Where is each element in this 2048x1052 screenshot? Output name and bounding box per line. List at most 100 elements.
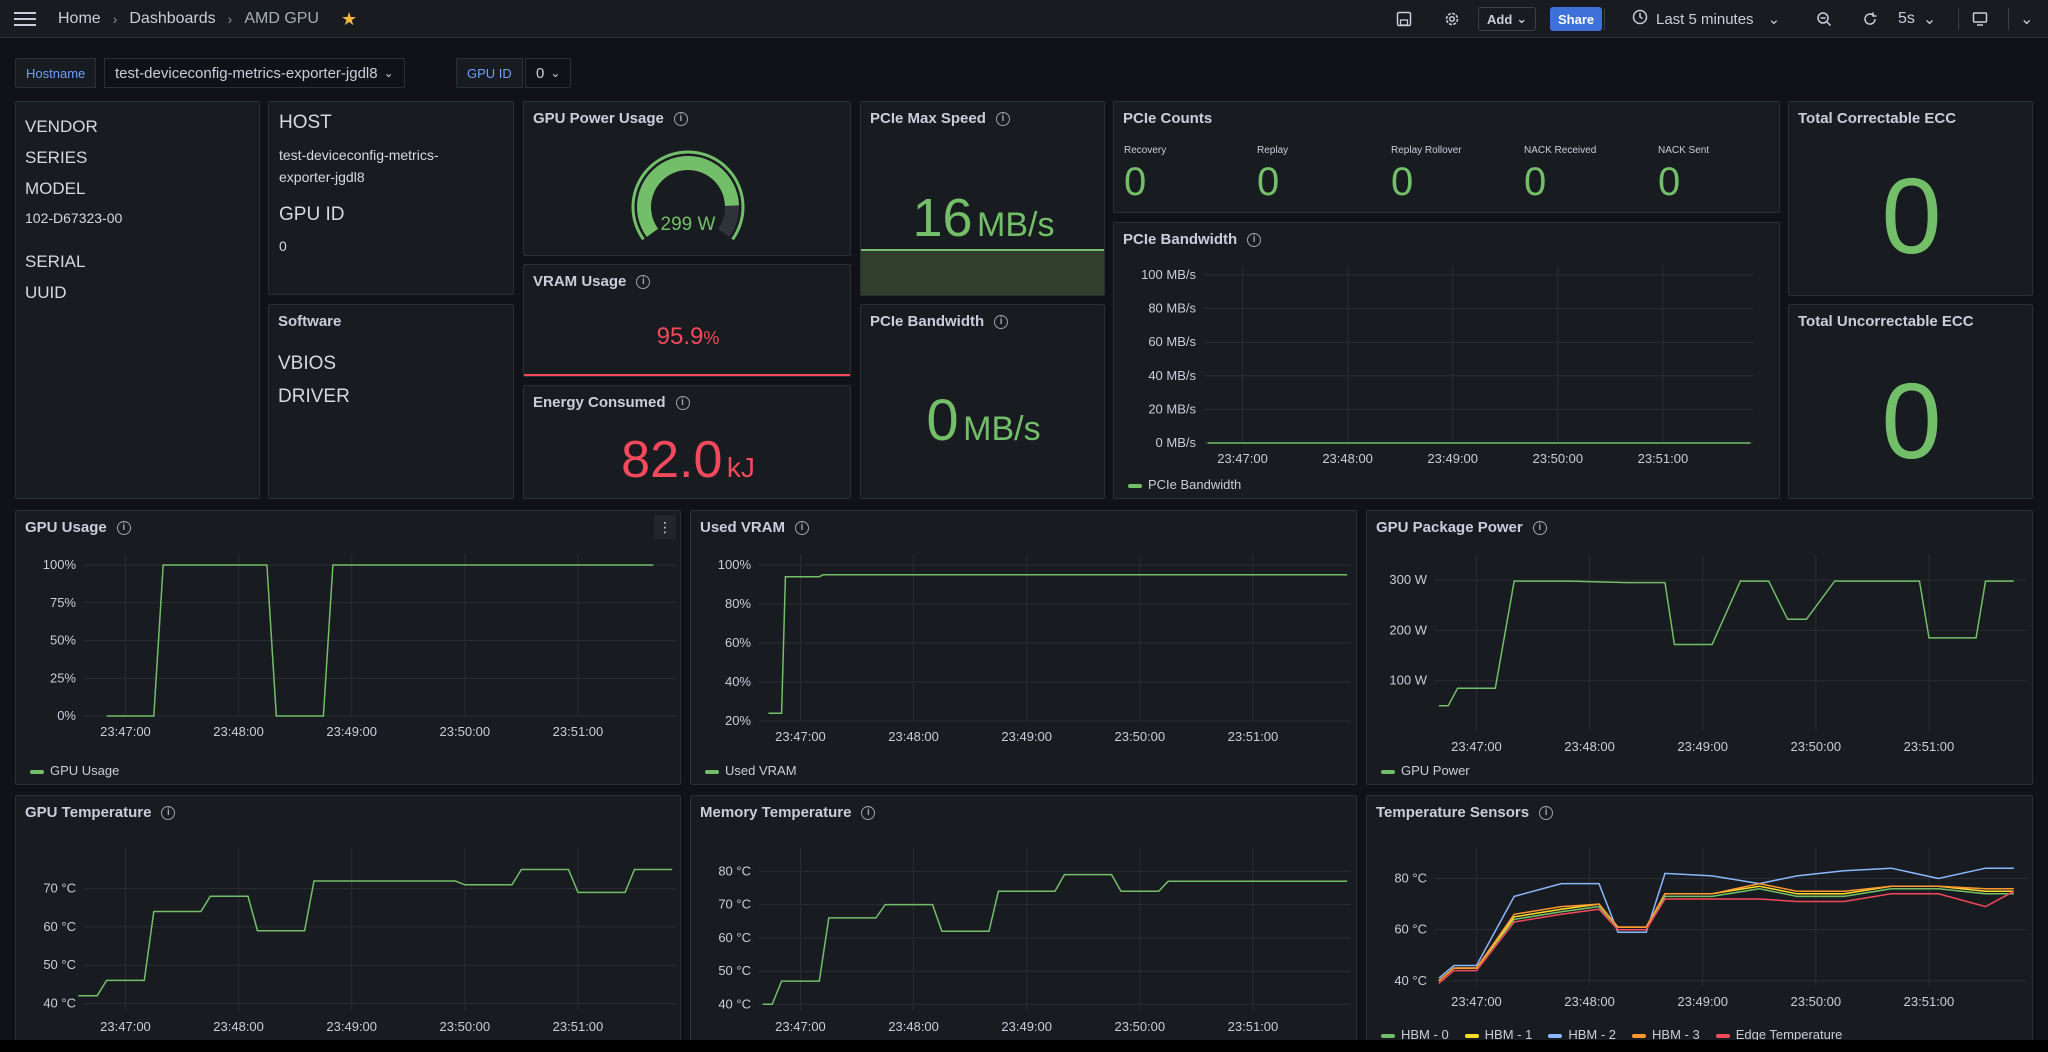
legend-item[interactable]: HBM - 1 — [1464, 1027, 1532, 1042]
legend-item[interactable]: HBM - 3 — [1632, 1027, 1700, 1042]
x-tick-label: 23:49:00 — [1677, 994, 1728, 1009]
x-tick-label: 23:48:00 — [213, 724, 264, 739]
pcie-bandwidth-chart-panel: PCIe Bandwidth i 100 MB/s 80 MB/s 60 MB/s 40… — [1113, 222, 1780, 499]
chevron-down-icon: ⌄ — [1516, 11, 1528, 26]
host-panel: HOST test-deviceconfig-metrics- exporter… — [268, 101, 514, 295]
panel-title: Used VRAM i — [700, 519, 810, 536]
panel-title: PCIe Max Speed i — [870, 110, 1010, 127]
info-icon[interactable]: i — [1539, 805, 1554, 820]
breadcrumb-dashboards[interactable]: Dashboards — [129, 10, 216, 27]
legend-item[interactable]: PCIe Bandwidth — [1128, 477, 1241, 492]
legend-swatch — [1381, 1033, 1395, 1038]
used-vram-panel: Used VRAM i 100% 80% 60% 40% 20% 23:47:00 23:48… — [690, 510, 1357, 785]
menu-icon[interactable] — [14, 0, 40, 38]
legend-item[interactable]: Edge Temperature — [1715, 1027, 1842, 1042]
info-icon[interactable]: i — [1532, 520, 1547, 535]
legend-swatch — [1464, 1033, 1479, 1038]
breadcrumb-home[interactable]: Home — [58, 10, 101, 27]
legend-swatch — [705, 769, 719, 774]
x-tick-label: 23:51:00 — [1228, 1019, 1279, 1034]
panel-title: GPU Power Usage i — [533, 110, 688, 127]
gpu-usage-panel: GPU Usage i ⋮ 100% 75% 50% 25% 0% 23:47:00 23:4… — [15, 510, 681, 785]
memory-temperature-panel: Memory Temperature i 80 °C 70 °C 60 °C 50 °C… — [690, 795, 1357, 1045]
info-icon[interactable]: i — [994, 314, 1009, 329]
hostname-select[interactable]: test-deviceconfig-metrics-exporter-jgdl8… — [104, 58, 405, 88]
legend-item[interactable]: GPU Usage — [30, 763, 119, 778]
info-icon[interactable]: i — [116, 520, 131, 535]
time-range-picker[interactable]: Last 5 minutes ⌄ — [1632, 0, 1780, 38]
info-icon[interactable]: i — [675, 395, 690, 410]
correctable-ecc-title: Total Correctable ECC — [1798, 110, 1957, 127]
clock-icon — [1632, 9, 1648, 29]
save-dashboard-button[interactable] — [1390, 0, 1418, 38]
gpu-usage-chart[interactable]: 100% 75% 50% 25% 0% 23:47:00 23:48:00 23:49:00 2… — [16, 511, 681, 785]
gpu-package-power-chart[interactable]: 300 W 200 W 100 W 23:47:00 23:48:00 23:49:00 2… — [1367, 511, 2033, 785]
count-value: 0 — [1391, 160, 1414, 204]
gpu-temperature-chart[interactable]: 70 °C 60 °C 50 °C 40 °C 23:47:00 23:48:00 23:4… — [16, 796, 681, 1045]
add-button[interactable]: Add ⌄ — [1478, 7, 1537, 31]
panel-title: Energy Consumed i — [533, 394, 690, 411]
y-tick-label: 75% — [50, 595, 76, 610]
series-line-gpu-power — [1438, 580, 2014, 707]
refresh-button[interactable] — [1856, 0, 1884, 38]
vram-usage-unit: % — [703, 328, 720, 348]
tv-mode-button[interactable] — [1958, 0, 1994, 38]
count-value: 0 — [1524, 160, 1547, 204]
energy-consumed-panel: Energy Consumed i 82.0 kJ — [523, 385, 851, 499]
x-tick-label: 23:48:00 — [1564, 739, 1615, 754]
panel-title: Temperature Sensors i — [1376, 804, 1554, 821]
pcie-count-replay-rollover: Replay Rollover 0 — [1391, 145, 1462, 202]
series-line-used-vram — [768, 574, 1348, 714]
temperature-sensors-chart[interactable]: 80 °C 60 °C 40 °C 23:47:00 23:48:00 23:49:00 2… — [1367, 796, 2033, 1045]
x-tick-label: 23:47:00 — [100, 1019, 151, 1034]
gpu-power-usage-title: GPU Power Usage — [533, 110, 664, 127]
x-tick-label: 23:49:00 — [1427, 451, 1478, 466]
info-icon[interactable]: i — [636, 274, 651, 289]
settings-button[interactable] — [1438, 0, 1466, 38]
refresh-interval-picker[interactable]: 5s ⌄ — [1898, 0, 1936, 38]
y-tick-label: 40 MB/s — [1148, 368, 1196, 383]
series-line-hbm-1 — [1438, 885, 2014, 982]
model-value: 102-D67323-00 — [25, 210, 123, 226]
memory-temperature-title: Memory Temperature — [700, 804, 852, 821]
memory-temperature-chart[interactable]: 80 °C 70 °C 60 °C 50 °C 40 °C 23:47:00 23:48:0… — [691, 796, 1357, 1045]
info-icon[interactable]: i — [1247, 232, 1262, 247]
x-tick-label: 23:47:00 — [775, 1019, 826, 1034]
info-icon[interactable]: i — [673, 111, 688, 126]
info-icon[interactable]: i — [861, 805, 876, 820]
gpu-power-value: 299 W — [660, 214, 716, 235]
legend-label: GPU Usage — [50, 763, 120, 778]
x-tick-label: 23:48:00 — [888, 729, 939, 744]
legend-label: HBM - 3 — [1652, 1027, 1700, 1042]
gpu-temperature-title: GPU Temperature — [25, 804, 152, 821]
legend-item[interactable]: HBM - 0 — [1381, 1027, 1449, 1042]
collapse-toggle-button[interactable]: ⌄ — [2012, 0, 2033, 38]
info-icon[interactable]: i — [795, 520, 810, 535]
legend-item[interactable]: GPU Power — [1381, 763, 1470, 778]
legend-label: GPU Power — [1401, 763, 1470, 778]
share-button[interactable]: Share — [1550, 7, 1603, 31]
pcie-bandwidth-chart[interactable]: 100 MB/s 80 MB/s 60 MB/s 40 MB/s 20 MB/s 0 MB… — [1114, 223, 1780, 499]
info-icon[interactable]: i — [161, 805, 176, 820]
star-icon[interactable]: ★ — [340, 8, 358, 29]
energy-unit: kJ — [726, 452, 755, 483]
x-tick-label: 23:48:00 — [1564, 994, 1615, 1009]
software-title: Software — [278, 313, 342, 330]
legend-item[interactable]: HBM - 2 — [1548, 1027, 1616, 1042]
gpuid-select[interactable]: 0 ⌄ — [525, 58, 572, 88]
top-navbar: Home › Dashboards › AMD GPU ★ Add ⌄ Shar… — [0, 0, 2048, 38]
host-value-line-2: exporter-jgdl8 — [279, 169, 365, 185]
x-tick-label: 23:51:00 — [553, 724, 604, 739]
y-tick-label: 40% — [725, 674, 751, 689]
info-icon[interactable]: i — [995, 111, 1010, 126]
x-tick-label: 23:50:00 — [1115, 1019, 1166, 1034]
legend-swatch — [30, 769, 44, 774]
used-vram-chart[interactable]: 100% 80% 60% 40% 20% 23:47:00 23:48:00 23:49:00… — [691, 511, 1357, 785]
gpu-id-value: 0 — [279, 238, 287, 254]
legend-item[interactable]: Used VRAM — [705, 763, 797, 778]
count-value: 0 — [1658, 160, 1681, 204]
panel-menu-button[interactable]: ⋮ — [654, 515, 676, 539]
zoom-out-button[interactable] — [1810, 0, 1838, 38]
divider — [2008, 8, 2009, 30]
x-tick-label: 23:50:00 — [1115, 729, 1166, 744]
